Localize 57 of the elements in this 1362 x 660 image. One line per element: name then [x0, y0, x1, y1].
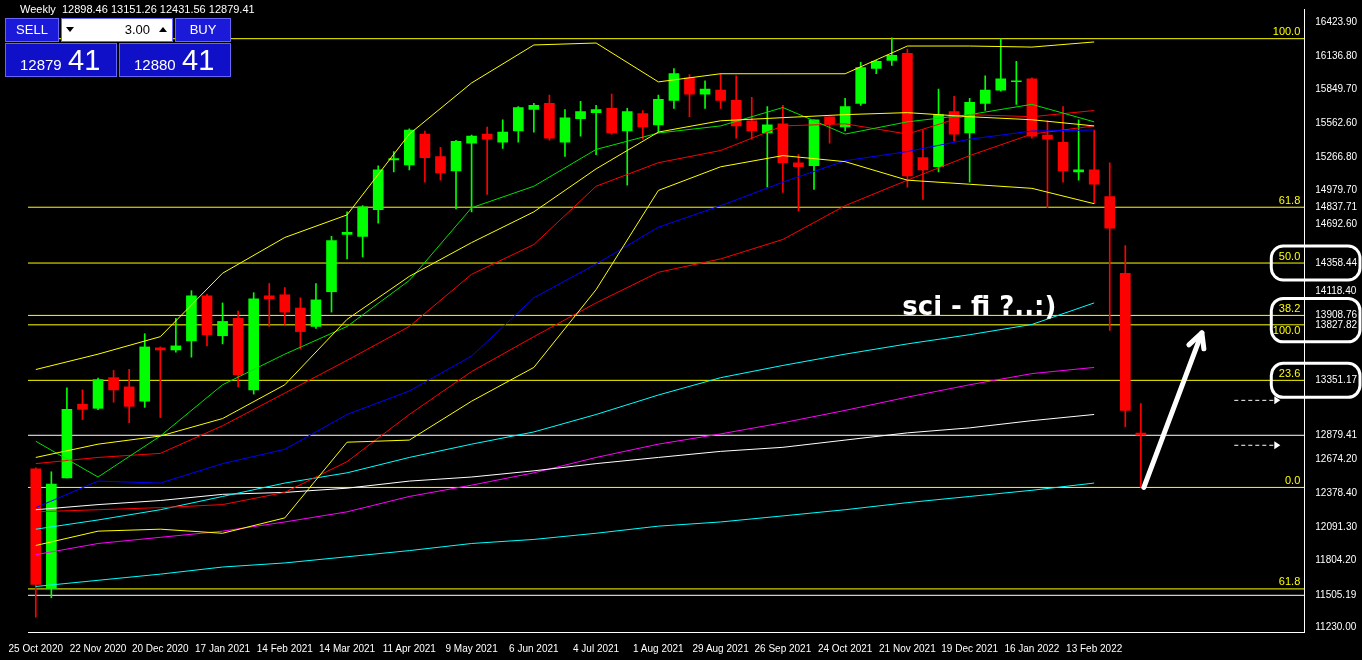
- candlestick: [263, 283, 275, 327]
- y-tick-label: 12378.40: [1315, 487, 1358, 499]
- annotation: 3.00: [124, 22, 151, 37]
- y-tick-label: 16136.80: [1315, 49, 1358, 61]
- annotation: 100.0: [1272, 324, 1301, 337]
- annotation: 61.8: [1278, 575, 1301, 588]
- x-tick-label: 9 May 2021: [445, 642, 499, 654]
- y-tick-label: 14358.44: [1315, 256, 1358, 268]
- y-tick-label: 11804.20: [1315, 554, 1357, 566]
- x-tick-label: 13 Feb 2022: [1066, 642, 1123, 654]
- annotation: 38.2: [1278, 301, 1301, 314]
- y-tick-label: 12879.41: [1315, 429, 1358, 441]
- annotation: 61.8: [1278, 193, 1301, 206]
- x-tick-label: 11 Apr 2021: [382, 642, 437, 654]
- annotation: 100.0: [1272, 25, 1301, 38]
- x-tick-label: 20 Dec 2020: [131, 642, 190, 654]
- y-tick-label: 14979.70: [1315, 184, 1358, 196]
- annotation: 41: [68, 44, 101, 77]
- x-tick-label: 25 Oct 2020: [8, 642, 64, 654]
- x-tick-label: 4 Jul 2021: [573, 642, 620, 654]
- y-tick-label: 12091.30: [1315, 520, 1358, 532]
- y-tick-label: 15849.70: [1315, 83, 1358, 95]
- annotation: SELL: [5, 18, 59, 42]
- annotation: BUY: [175, 18, 231, 42]
- x-tick-label: 19 Dec 2021: [941, 642, 999, 654]
- annotation: 12879: [20, 56, 62, 73]
- annotation: 0.0: [1284, 473, 1301, 486]
- annotation: 50.0: [1278, 249, 1301, 262]
- annotation: 12880: [134, 56, 176, 73]
- x-tick-label: 1 Aug 2021: [633, 642, 685, 654]
- annotation: sci - fi ?..:): [902, 290, 1057, 321]
- y-tick-label: 16423.90: [1315, 16, 1358, 28]
- annotation: 23.6: [1278, 366, 1301, 379]
- quantity-field: 3.00: [61, 18, 173, 42]
- annotation: 41: [182, 44, 215, 77]
- y-tick-label: 14692.60: [1315, 217, 1358, 229]
- chart-title: Weekly 12898.46 13151.26 12431.56 12879.41: [20, 2, 255, 15]
- y-tick-label: 13827.82: [1315, 318, 1358, 330]
- x-tick-label: 29 Aug 2021: [692, 642, 750, 654]
- x-tick-label: 6 Jun 2021: [509, 642, 560, 654]
- y-tick-label: 15562.60: [1315, 116, 1358, 128]
- x-tick-label: 17 Jan 2021: [195, 642, 251, 654]
- y-tick-label: 12674.20: [1315, 452, 1358, 464]
- y-tick-label: 13908.76: [1315, 309, 1358, 321]
- x-tick-label: 22 Nov 2020: [69, 642, 127, 654]
- x-tick-label: 16 Jan 2022: [1004, 642, 1060, 654]
- y-tick-label: 13351.17: [1315, 374, 1358, 386]
- y-tick-label: 11230.00: [1315, 621, 1357, 633]
- y-tick-label: 11505.19: [1315, 589, 1357, 601]
- x-tick-label: 24 Oct 2021: [817, 642, 873, 654]
- x-tick-label: 14 Feb 2021: [256, 642, 314, 654]
- y-tick-label: 14118.40: [1315, 284, 1357, 296]
- y-tick-label: 14837.71: [1315, 200, 1358, 212]
- x-tick-label: 21 Nov 2021: [879, 642, 937, 654]
- y-tick-label: 15266.80: [1315, 151, 1358, 163]
- x-tick-label: 14 Mar 2021: [318, 642, 376, 654]
- x-tick-label: 26 Sep 2021: [754, 642, 812, 654]
